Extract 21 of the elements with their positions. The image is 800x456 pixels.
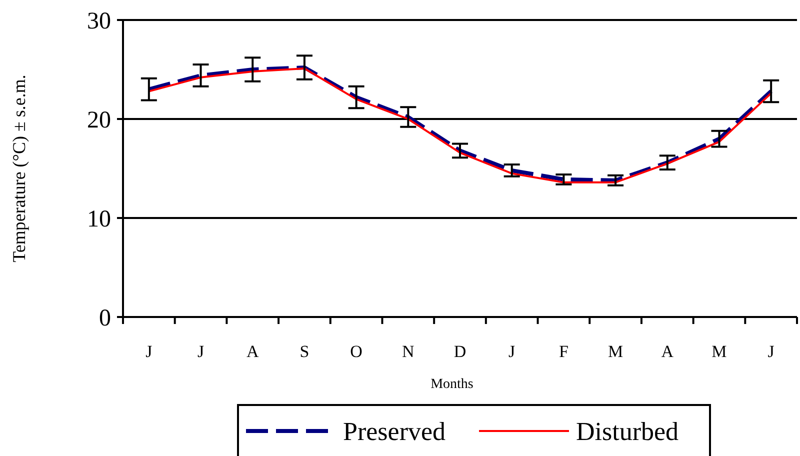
x-tick-label: S — [300, 342, 310, 361]
legend-label: Preserved — [343, 417, 446, 446]
x-tick-label: D — [454, 342, 466, 361]
legend-label: Disturbed — [576, 417, 679, 446]
x-tick-label: M — [608, 342, 624, 361]
x-tick-label: J — [768, 342, 775, 361]
y-tick-label: 10 — [87, 206, 111, 232]
x-tick-label: N — [402, 342, 414, 361]
x-tick-label: O — [350, 342, 362, 361]
x-tick-label: A — [661, 342, 674, 361]
x-tick-label: A — [246, 342, 260, 361]
x-tick-label: J — [197, 342, 204, 361]
x-axis-title: Months — [430, 377, 474, 392]
x-tick-label: J — [146, 342, 153, 361]
x-tick-label: J — [508, 342, 516, 361]
y-axis-title: Temperature (°C) ± s.e.m. — [9, 74, 29, 262]
x-tick-label: F — [558, 342, 568, 361]
y-tick-label: 20 — [87, 107, 111, 134]
y-tick-label: 30 — [87, 8, 111, 34]
x-tick-label: M — [712, 342, 727, 361]
y-tick-label: 0 — [99, 305, 111, 332]
